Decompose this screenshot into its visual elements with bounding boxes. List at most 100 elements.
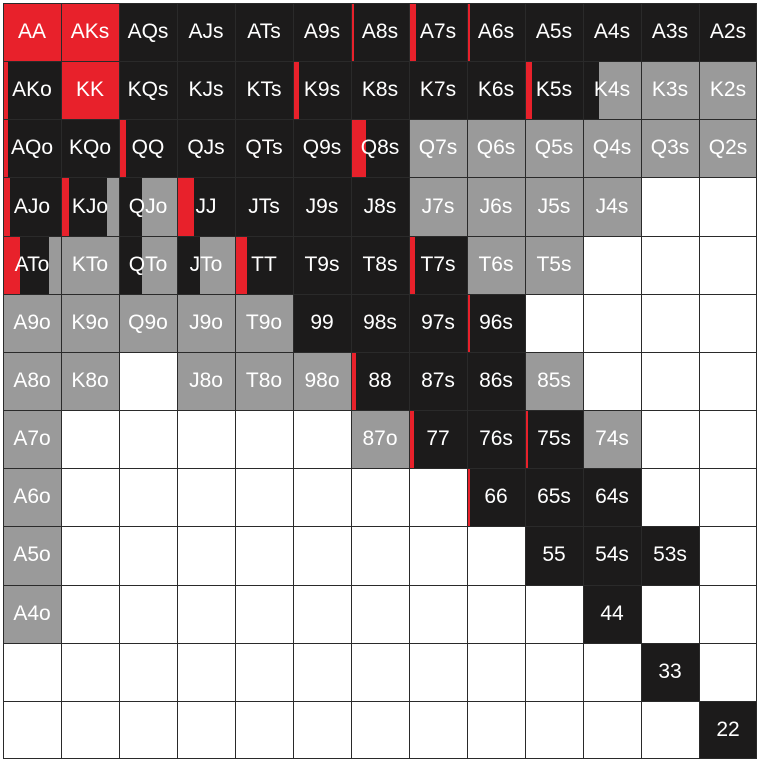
hand-range-grid: AA AKs AQs AJs ATs A9s A8s A7s A6s A5s A4s A3s A2s AK… bbox=[3, 3, 757, 759]
hand-cell bbox=[119, 526, 177, 585]
hand-cell: 55 bbox=[525, 526, 583, 585]
hand-cell: QJs bbox=[177, 119, 235, 178]
hand-cell bbox=[525, 642, 583, 701]
hand-cell bbox=[583, 293, 641, 352]
call-segment bbox=[699, 3, 757, 62]
hand-cell bbox=[119, 700, 177, 759]
hand-label: 98s bbox=[363, 310, 397, 334]
hand-label: 33 bbox=[658, 659, 682, 683]
limp-segment bbox=[699, 61, 757, 120]
grid-line-horizontal bbox=[3, 293, 757, 295]
hand-cell: Q7s bbox=[409, 119, 467, 178]
hand-cell: A7o bbox=[3, 410, 61, 469]
hand-label: AQs bbox=[127, 20, 169, 44]
hand-label: 74s bbox=[595, 427, 629, 451]
hand-label bbox=[641, 294, 699, 352]
raise-segment bbox=[467, 3, 471, 62]
call-segment bbox=[365, 119, 409, 178]
hand-label bbox=[235, 701, 293, 759]
hand-label: T9o bbox=[245, 310, 283, 334]
hand-label: K3s bbox=[651, 78, 689, 102]
call-segment bbox=[351, 61, 409, 120]
hand-cell: J9s bbox=[293, 177, 351, 236]
call-segment bbox=[177, 61, 235, 120]
hand-cell: K5s bbox=[525, 61, 583, 120]
hand-cell: K3s bbox=[641, 61, 699, 120]
grid-line-vertical bbox=[583, 3, 584, 759]
hand-cell: 99 bbox=[293, 293, 351, 352]
raise-segment bbox=[525, 410, 529, 469]
call-segment bbox=[641, 642, 699, 701]
call-segment bbox=[293, 177, 351, 236]
hand-cell: KTs bbox=[235, 61, 293, 120]
hand-cell: AKs bbox=[61, 3, 119, 62]
call-segment bbox=[583, 3, 641, 62]
grid-line-horizontal bbox=[3, 351, 757, 353]
hand-label: K7s bbox=[419, 78, 457, 102]
hand-cell bbox=[525, 584, 583, 643]
hand-cell: AKo bbox=[3, 61, 61, 120]
grid-line-horizontal bbox=[3, 526, 757, 528]
hand-cell bbox=[583, 351, 641, 411]
hand-label: Q9o bbox=[128, 310, 168, 334]
hand-label bbox=[119, 585, 177, 643]
hand-cell: 87s bbox=[409, 351, 467, 411]
hand-cell bbox=[119, 468, 177, 527]
hand-label bbox=[467, 701, 525, 759]
hand-label bbox=[177, 410, 235, 468]
raise-segment bbox=[467, 468, 471, 527]
raise-segment bbox=[177, 177, 195, 236]
hand-label: KQo bbox=[68, 136, 112, 160]
hand-label: J9s bbox=[305, 194, 339, 218]
call-segment bbox=[125, 119, 177, 178]
hand-cell: 77 bbox=[409, 410, 467, 469]
hand-cell: Q6s bbox=[467, 119, 525, 178]
hand-label bbox=[409, 468, 467, 526]
limp-segment bbox=[200, 235, 235, 294]
grid-line-horizontal bbox=[3, 584, 757, 586]
call-segment bbox=[641, 526, 699, 585]
hand-label: A4o bbox=[13, 601, 51, 625]
hand-cell: Q3s bbox=[641, 119, 699, 178]
hand-cell bbox=[177, 526, 235, 585]
hand-label: Q3s bbox=[650, 136, 690, 160]
grid-line-horizontal bbox=[3, 758, 757, 759]
hand-label: K6s bbox=[477, 78, 515, 102]
hand-label: 86s bbox=[479, 368, 513, 392]
hand-cell: 53s bbox=[641, 526, 699, 585]
hand-cell bbox=[641, 700, 699, 759]
hand-label bbox=[293, 526, 351, 584]
limp-segment bbox=[142, 235, 177, 294]
hand-label bbox=[119, 526, 177, 584]
hand-cell: 98o bbox=[293, 351, 351, 411]
call-segment bbox=[293, 293, 351, 352]
hand-label: 65s bbox=[537, 485, 571, 509]
hand-cell: K8o bbox=[61, 351, 119, 411]
hand-cell: A3s bbox=[641, 3, 699, 62]
hand-cell: T8o bbox=[235, 351, 293, 411]
limp-segment bbox=[467, 235, 525, 294]
hand-cell bbox=[351, 642, 409, 701]
hand-cell: K9s bbox=[293, 61, 351, 120]
hand-label bbox=[467, 526, 525, 584]
hand-cell bbox=[293, 468, 351, 527]
call-segment bbox=[583, 61, 600, 120]
call-segment bbox=[699, 700, 757, 759]
call-segment bbox=[467, 410, 525, 469]
hand-cell: J7s bbox=[409, 177, 467, 236]
raise-segment bbox=[3, 235, 21, 294]
hand-cell: AJo bbox=[3, 177, 61, 236]
hand-cell: ATo bbox=[3, 235, 61, 294]
hand-label bbox=[293, 701, 351, 759]
call-segment bbox=[413, 410, 467, 469]
limp-segment bbox=[525, 351, 583, 411]
hand-cell bbox=[699, 642, 757, 701]
hand-label: 66 bbox=[484, 485, 508, 509]
hand-label: 98o bbox=[304, 368, 340, 392]
hand-cell bbox=[699, 177, 757, 236]
hand-label: 44 bbox=[600, 601, 624, 625]
call-segment bbox=[7, 61, 61, 120]
hand-cell bbox=[61, 526, 119, 585]
hand-cell: Q4s bbox=[583, 119, 641, 178]
hand-cell bbox=[293, 410, 351, 469]
